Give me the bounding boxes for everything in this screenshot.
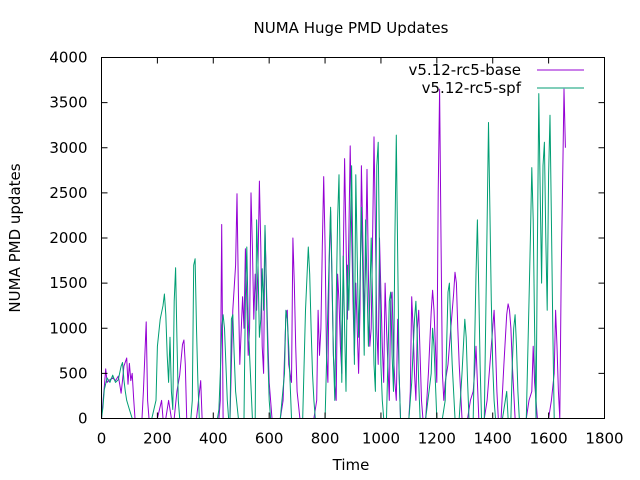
y-tick-label: 3000 [49,139,87,157]
legend-label-1: v5.12-rc5-spf [422,79,522,97]
x-tick-label: 400 [199,430,228,448]
y-tick-label: 4000 [49,49,87,67]
legend-label-0: v5.12-rc5-base [409,61,522,79]
x-tick-label: 1600 [530,430,568,448]
y-tick-label: 500 [59,364,88,382]
x-tick-label: 600 [255,430,284,448]
y-axis-label: NUMA PMD updates [6,163,24,312]
x-tick-label: 0 [97,430,107,448]
series-line-1 [101,93,560,419]
x-tick-label: 1200 [418,430,456,448]
y-tick-label: 3500 [49,94,87,112]
y-tick-label: 2000 [49,229,87,247]
x-tick-label: 200 [143,430,172,448]
x-tick-label: 800 [311,430,340,448]
y-tick-label: 1000 [49,319,87,337]
plot-frame [101,57,605,419]
tick-layer: 0 200 400 600 800 1000 1200 1400 1600 1800 0 500 100… [49,49,623,448]
x-tick-label: 1000 [362,430,400,448]
x-axis-label: Time [332,456,370,474]
y-tick-label: 0 [78,410,88,428]
y-tick-label: 2500 [49,184,87,202]
x-tick-label: 1800 [585,430,623,448]
y-tick-label: 1500 [49,274,87,292]
chart-title: NUMA Huge PMD Updates [254,19,449,37]
x-tick-label: 1400 [474,430,512,448]
